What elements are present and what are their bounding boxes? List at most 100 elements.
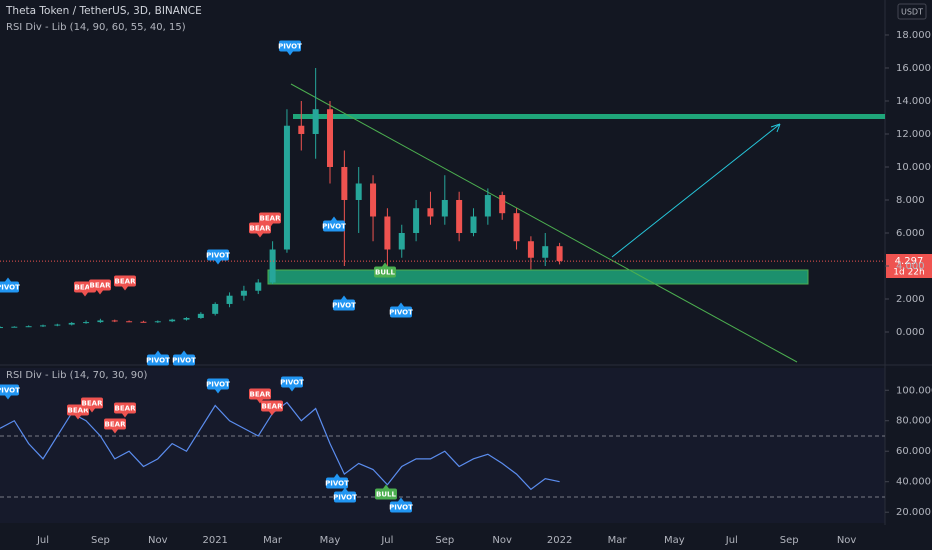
candle-body [169,319,176,322]
y-tick-label: 80.000 [896,416,931,427]
candle-body [183,317,190,320]
price-tag [886,254,932,278]
x-tick-label: Nov [837,535,857,546]
candle-body [384,216,391,250]
signal-label: BEAR [115,405,137,413]
label-box [326,477,348,489]
candle-body [111,320,118,322]
label-pointer [269,411,275,416]
x-tick-label: Sep [435,535,454,546]
label-box [114,275,136,287]
label-box [375,488,397,500]
signal-label: PIVOT [206,252,230,260]
label-pointer [334,473,340,478]
label-box [249,388,271,400]
label-pointer [257,233,263,238]
candle-body [556,246,563,262]
candle-body [126,321,133,323]
label-pointer [267,223,273,228]
signal-label: PIVOT [0,387,20,395]
x-tick-label: May [320,535,341,546]
candle-body [370,183,377,217]
label-box [323,220,345,232]
candle-body [298,125,305,134]
label-box [207,249,229,261]
signal-label: PIVOT [325,480,349,488]
label-box [147,354,169,366]
label-pointer [215,389,221,394]
rsi-title: RSI Div - Lib (14, 70, 30, 90) [6,370,148,381]
candle-body [441,199,448,217]
x-tick-label: Jul [380,535,393,546]
label-pointer [215,260,221,265]
x-tick-label: Sep [780,535,799,546]
x-tick-label: May [664,535,685,546]
candle-body [0,327,3,329]
candle-body [255,282,262,291]
label-pointer [112,429,118,434]
x-tick-label: 2022 [547,535,572,546]
label-box [261,400,283,412]
signal-label: PIVOT [333,494,357,502]
label-pointer [398,302,404,307]
label-pointer [331,216,337,221]
y-tick-label: 60.000 [896,446,931,457]
signal-label: BEAR [82,400,104,408]
x-tick-label: Mar [608,535,628,546]
candle-body [197,313,204,318]
signal-label: PIVOT [389,504,413,512]
signal-label: PIVOT [206,381,230,389]
resistance-zone [293,114,885,119]
signal-label: PIVOT [389,309,413,317]
candle-body [499,195,506,214]
signal-label: BEAR [250,225,272,233]
label-box [89,279,111,291]
label-box [207,378,229,390]
arrow-head [770,123,781,133]
label-pointer [342,487,348,492]
signal-label: PIVOT [172,357,196,365]
y-tick-label: 10.000 [896,162,931,173]
y-tick-label: 40.000 [896,477,931,488]
label-box [259,212,281,224]
candle-body [355,183,362,200]
y-tick-label: 0.000 [896,327,925,338]
x-tick-label: Jul [36,535,49,546]
signal-label: BEAR [90,282,112,290]
label-pointer [398,497,404,502]
candle-body [398,232,405,250]
label-box [390,501,412,513]
label-pointer [341,295,347,300]
candle-body [427,208,434,217]
signal-label: BEAR [262,403,284,411]
y-tick-label: 20.000 [896,507,931,518]
label-pointer [181,350,187,355]
candle-body [456,199,463,233]
candle-body [240,290,247,296]
signal-label: PIVOT [280,379,304,387]
label-box [81,397,103,409]
label-box [390,306,412,318]
currency: USDT [901,8,923,17]
label-pointer [382,262,388,267]
label-box [114,402,136,414]
candle-body [470,216,477,233]
candle-body [413,208,420,233]
candle-body [97,320,104,323]
candle-body [11,326,18,328]
candle-body [140,321,147,323]
label-box [374,266,396,278]
candle-body [542,246,549,258]
label-box [173,354,195,366]
label-box [334,491,356,503]
x-tick-label: Nov [148,535,168,546]
signal-label: PIVOT [0,284,20,292]
x-tick-label: Mar [263,535,283,546]
signal-label: BEAR [75,284,97,292]
label-box [0,281,19,293]
symbol-title: Theta Token / TetherUS, 3D, BINANCE [5,5,202,17]
label-pointer [5,395,11,400]
x-tick-label: Sep [91,535,110,546]
x-tick-label: 2021 [202,535,227,546]
